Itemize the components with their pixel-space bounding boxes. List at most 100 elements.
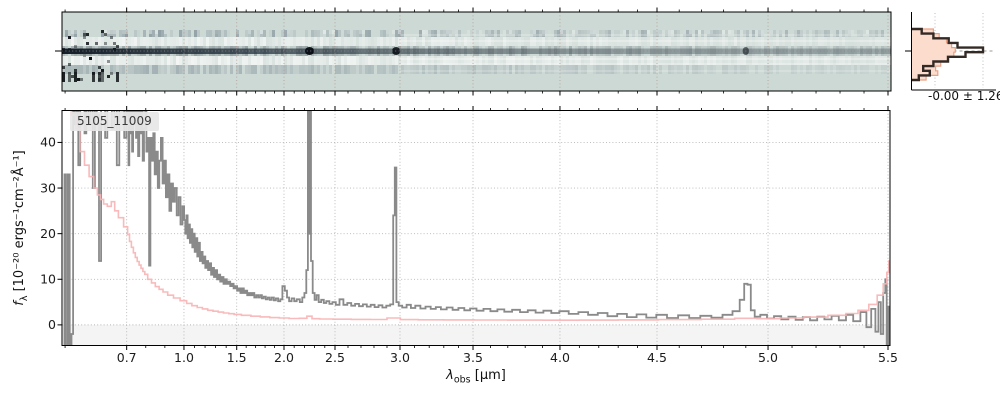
noise-cell [542, 37, 545, 46]
noise-cell [428, 30, 431, 37]
noise-cell [155, 30, 158, 37]
y-tick-label: 10 [40, 272, 56, 287]
noise-cell [371, 37, 374, 46]
noise-cell [473, 65, 476, 74]
noise-cell [362, 30, 365, 34]
noise-cell [104, 42, 107, 45]
noise-cell [425, 30, 428, 34]
noise-cell [452, 37, 455, 46]
noise-cell [788, 56, 791, 65]
noise-cell [845, 65, 848, 74]
noise-cell [584, 56, 587, 65]
noise-cell [68, 36, 71, 39]
noise-cell [608, 56, 611, 65]
noise-cell [719, 37, 722, 46]
noise-cell [413, 65, 416, 74]
noise-cell [758, 30, 761, 37]
noise-cell [386, 30, 389, 37]
noise-cell [323, 37, 326, 46]
noise-cell [308, 65, 311, 74]
noise-cell [188, 56, 191, 65]
noise-cell [482, 37, 485, 46]
noise-cell [293, 30, 296, 37]
noise-cell [698, 65, 701, 74]
noise-cell [161, 37, 164, 46]
noise-cell [677, 56, 680, 65]
noise-cell [536, 30, 539, 37]
noise-cell [419, 56, 422, 65]
noise-cell [161, 65, 164, 74]
x-tick-label: 5.0 [758, 350, 778, 365]
noise-cell [743, 30, 746, 37]
noise-cell [224, 37, 227, 46]
noise-cell [281, 37, 284, 46]
noise-cell [770, 30, 773, 37]
noise-cell [740, 30, 743, 34]
noise-cell [278, 65, 281, 74]
noise-cell [734, 65, 737, 74]
noise-cell [86, 33, 89, 36]
noise-cell [104, 37, 107, 46]
noise-cell [86, 42, 89, 45]
noise-cell [869, 37, 872, 46]
noise-cell [152, 37, 155, 46]
noise-cell [575, 65, 578, 74]
noise-cell [101, 37, 104, 46]
noise-cell [689, 56, 692, 65]
noise-cell [248, 56, 251, 65]
noise-cell [386, 65, 389, 74]
noise-cell [83, 33, 86, 36]
noise-cell [152, 56, 155, 65]
noise-cell [116, 37, 119, 46]
noise-cell [476, 30, 479, 37]
noise-cell [176, 56, 179, 65]
x-axis-units: [μm] [470, 368, 506, 383]
noise-cell [338, 30, 341, 37]
noise-cell [809, 30, 812, 34]
noise-cell [347, 30, 350, 37]
noise-cell [62, 72, 65, 82]
noise-cell [317, 37, 320, 46]
noise-cell [89, 37, 92, 46]
noise-cell [95, 42, 98, 45]
noise-cell [650, 56, 653, 65]
heatmap-noise [62, 30, 891, 82]
noise-cell [800, 65, 803, 74]
noise-cell [533, 56, 536, 65]
noise-cell [647, 56, 650, 65]
noise-cell [563, 30, 566, 37]
x-tick-label: 5.5 [878, 350, 898, 365]
noise-cell [848, 30, 851, 34]
noise-cell [506, 65, 509, 74]
noise-cell [155, 56, 158, 65]
noise-cell [386, 37, 389, 46]
noise-cell [701, 65, 704, 74]
noise-cell [443, 30, 446, 37]
noise-cell [503, 65, 506, 74]
noise-cell [473, 30, 476, 34]
noise-cell [107, 60, 110, 63]
noise-cell [431, 30, 434, 37]
x-tick-label: 3.5 [463, 350, 483, 365]
noise-cell [65, 37, 68, 46]
noise-cell [308, 37, 311, 46]
noise-cell [560, 56, 563, 65]
noise-cell [491, 30, 494, 37]
noise-cell [446, 65, 449, 74]
noise-cell [290, 56, 293, 65]
noise-cell [254, 56, 257, 65]
noise-cell [278, 37, 281, 46]
noise-cell [551, 65, 554, 74]
noise-cell [680, 65, 683, 74]
noise-cell [134, 56, 137, 65]
noise-cell [539, 37, 542, 46]
noise-stripe [400, 58, 891, 60]
noise-cell [566, 65, 569, 74]
noise-cell [557, 37, 560, 46]
noise-cell [800, 56, 803, 65]
noise-cell [410, 37, 413, 46]
noise-cell [203, 37, 206, 46]
noise-cell [119, 56, 122, 65]
noise-cell [791, 30, 794, 34]
